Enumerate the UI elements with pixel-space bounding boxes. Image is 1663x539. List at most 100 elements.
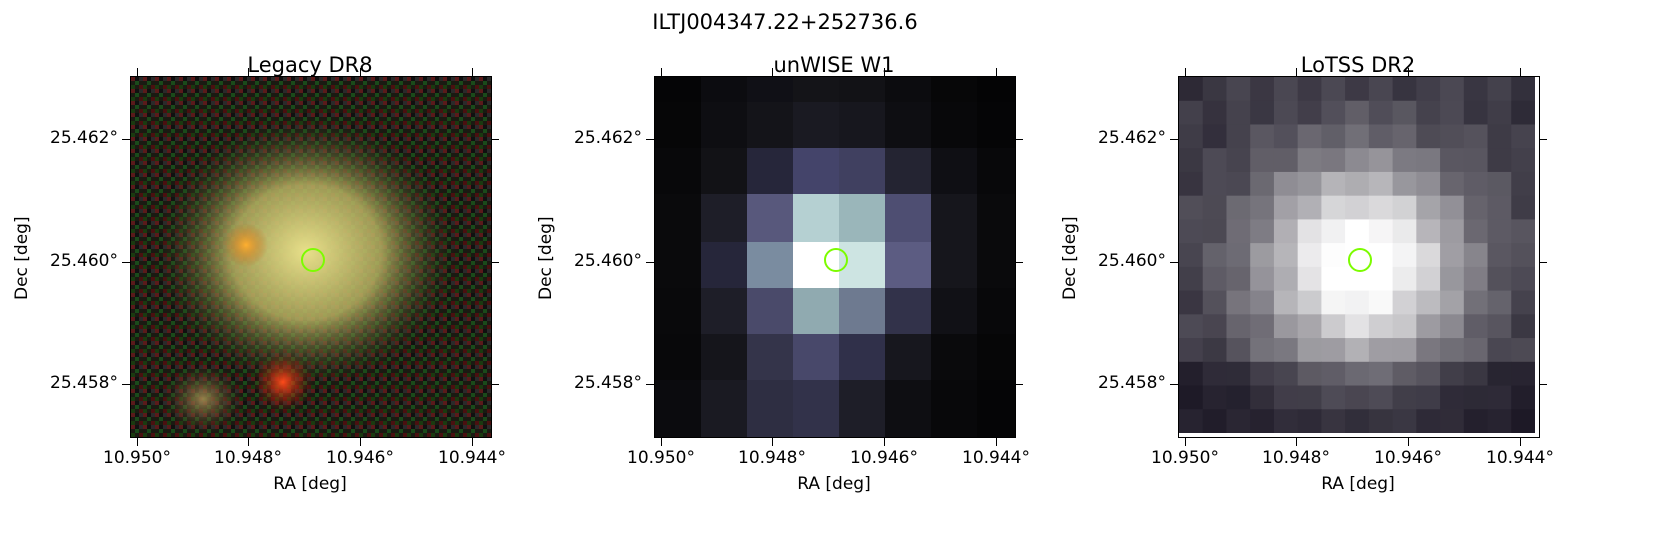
lotss-pixel — [1202, 148, 1227, 173]
unwise-image — [654, 76, 1016, 438]
lotss-pixel — [1440, 100, 1465, 125]
lotss-pixel — [1202, 314, 1227, 339]
lotss-pixel — [1179, 195, 1204, 220]
tick — [646, 262, 654, 263]
tick — [646, 384, 654, 385]
lotss-pixel — [1511, 219, 1536, 244]
lotss-pixel — [1511, 148, 1536, 173]
lotss-pixel — [1321, 385, 1346, 410]
figure-title: ILTJ004347.22+252736.6 — [652, 10, 918, 34]
source-marker — [301, 248, 325, 272]
lotss-pixel — [1250, 100, 1275, 125]
lotss-pixel — [1511, 385, 1536, 410]
lotss-pixel — [1463, 361, 1489, 387]
lotss-pixel — [1487, 171, 1512, 197]
lotss-pixel — [1368, 171, 1394, 197]
lotss-pixel — [1368, 361, 1394, 387]
lotss-pixel — [1297, 148, 1322, 173]
lotss-pixel — [1463, 385, 1489, 410]
x-tick-label: 10.948° — [738, 448, 806, 468]
x-axis-label: RA [deg] — [1321, 474, 1395, 494]
lotss-pixel — [1368, 100, 1394, 125]
lotss-pixel — [1179, 77, 1204, 102]
tick — [884, 438, 885, 446]
lotss-pixel — [1297, 100, 1322, 125]
lotss-pixel — [1273, 290, 1299, 315]
lotss-pixel — [1463, 148, 1489, 173]
lotss-pixel — [1226, 290, 1251, 315]
lotss-pixel — [1511, 195, 1536, 220]
lotss-pixel — [1250, 243, 1275, 268]
lotss-pixel — [1392, 361, 1417, 387]
lotss-pixel — [1345, 219, 1370, 244]
lotss-pixel — [1226, 148, 1251, 173]
lotss-pixel — [1463, 409, 1489, 434]
lotss-pixel — [1416, 243, 1441, 268]
lotss-pixel — [1511, 314, 1536, 339]
lotss-pixel — [1487, 290, 1512, 315]
x-tick-label: 10.948° — [1262, 448, 1330, 468]
lotss-pixel — [1416, 171, 1441, 197]
lotss-pixel — [1250, 195, 1275, 220]
panel-title: Legacy DR8 — [247, 53, 373, 77]
lotss-pixel — [1297, 314, 1322, 339]
lotss-pixel — [1487, 195, 1512, 220]
lotss-pixel — [1416, 361, 1441, 387]
lotss-pixel — [1321, 409, 1346, 434]
lotss-pixel — [1487, 266, 1512, 292]
tick — [1185, 438, 1186, 446]
lotss-pixel — [1202, 195, 1227, 220]
x-tick-label: 10.950° — [627, 448, 695, 468]
lotss-pixel — [1440, 290, 1465, 315]
lotss-pixel — [1368, 219, 1394, 244]
lotss-pixel — [1487, 219, 1512, 244]
lotss-pixel — [1345, 195, 1370, 220]
lotss-pixel — [1297, 409, 1322, 434]
tick — [491, 262, 499, 263]
legacy-image — [130, 76, 492, 438]
lotss-pixel — [1179, 100, 1204, 125]
source-marker — [1348, 248, 1372, 272]
tick — [996, 438, 997, 446]
lotss-pixel — [1416, 338, 1441, 363]
lotss-pixel — [1345, 290, 1370, 315]
lotss-pixel — [1368, 409, 1394, 434]
lotss-pixel — [1273, 314, 1299, 339]
unwise-cutout — [655, 77, 1015, 437]
lotss-pixel — [1297, 124, 1322, 149]
lotss-pixel — [1273, 100, 1299, 125]
tick — [122, 262, 130, 263]
lotss-pixel — [1273, 219, 1299, 244]
lotss-pixel — [1392, 124, 1417, 149]
lotss-pixel — [1202, 171, 1227, 197]
lotss-pixel — [1487, 124, 1512, 149]
lotss-pixel — [1392, 385, 1417, 410]
lotss-pixel — [1321, 219, 1346, 244]
lotss-pixel — [1368, 124, 1394, 149]
lotss-pixel — [1368, 314, 1394, 339]
tick — [1296, 438, 1297, 446]
lotss-pixel — [1463, 219, 1489, 244]
lotss-pixel — [1250, 266, 1275, 292]
lotss-pixel — [1226, 266, 1251, 292]
lotss-pixel — [1392, 77, 1417, 102]
lotss-pixel — [1179, 385, 1204, 410]
x-tick-label: 10.948° — [214, 448, 282, 468]
tick — [122, 139, 130, 140]
tick — [491, 139, 499, 140]
y-tick-label: 25.462° — [574, 128, 642, 148]
lotss-pixel — [1463, 195, 1489, 220]
tick — [491, 384, 499, 385]
panel-legacy: Legacy DR8 — [0, 50, 520, 539]
y-tick-label: 25.460° — [50, 251, 118, 271]
lotss-pixel — [1463, 290, 1489, 315]
lotss-pixel — [1416, 148, 1441, 173]
lotss-pixel — [1297, 195, 1322, 220]
lotss-pixel — [1202, 124, 1227, 149]
x-tick-label: 10.950° — [1151, 448, 1219, 468]
tick — [360, 68, 361, 76]
lotss-pixel — [1202, 243, 1227, 268]
lotss-pixel — [1345, 124, 1370, 149]
lotss-pixel — [1345, 409, 1370, 434]
lotss-pixel — [1416, 77, 1441, 102]
